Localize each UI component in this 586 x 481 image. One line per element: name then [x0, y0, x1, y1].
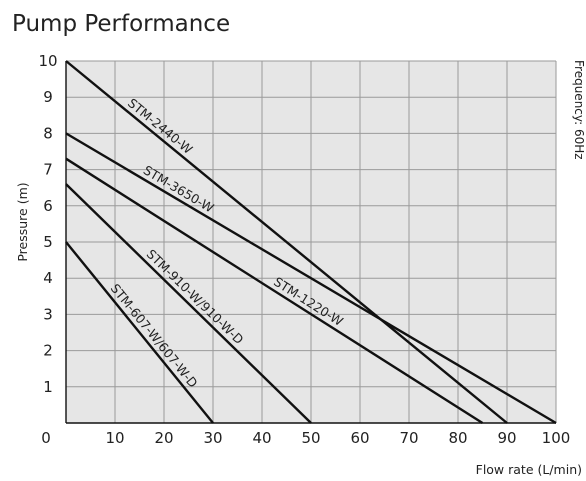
y-tick-label: 9	[43, 88, 53, 106]
y-tick-label: 5	[43, 233, 53, 251]
y-tick-label: 6	[43, 197, 53, 215]
x-axis-label: Flow rate (L/min)	[476, 462, 582, 477]
series-lines	[65, 60, 557, 425]
x-tick-label: 100	[542, 429, 571, 447]
series-line-5	[65, 241, 214, 424]
series-line-3	[65, 157, 484, 425]
y-axis-label: Pressure (m)	[15, 182, 30, 261]
y-tick-label: 8	[43, 124, 53, 142]
x-tick-label: 60	[350, 429, 369, 447]
series-line-1	[65, 60, 508, 424]
x-tick-label: 10	[105, 429, 124, 447]
x-tick-label: 40	[252, 429, 271, 447]
x-tick-label: 30	[203, 429, 222, 447]
x-tick-label: 0	[41, 429, 51, 447]
y-tick-label: 10	[38, 52, 57, 70]
y-tick-label: 4	[43, 269, 53, 287]
y-tick-label: 1	[43, 378, 53, 396]
y-tick-label: 7	[43, 161, 53, 179]
y-tick-label: 3	[43, 305, 53, 323]
x-tick-label: 90	[497, 429, 516, 447]
series-line-4	[65, 183, 312, 424]
x-tick-label: 80	[448, 429, 467, 447]
frequency-label: Frequency: 60Hz	[572, 60, 586, 160]
chart-title: Pump Performance	[12, 11, 230, 37]
series-line-2	[65, 132, 557, 425]
y-tick-label: 2	[43, 342, 53, 360]
grid-lines	[66, 60, 557, 423]
tick-labels: 0 10 20 30 40 50 60 70 80 90 100 1 2 3 4 5 6 7 8 9 10	[38, 52, 570, 447]
x-tick-label: 50	[301, 429, 320, 447]
x-tick-label: 70	[399, 429, 418, 447]
x-tick-label: 20	[154, 429, 173, 447]
